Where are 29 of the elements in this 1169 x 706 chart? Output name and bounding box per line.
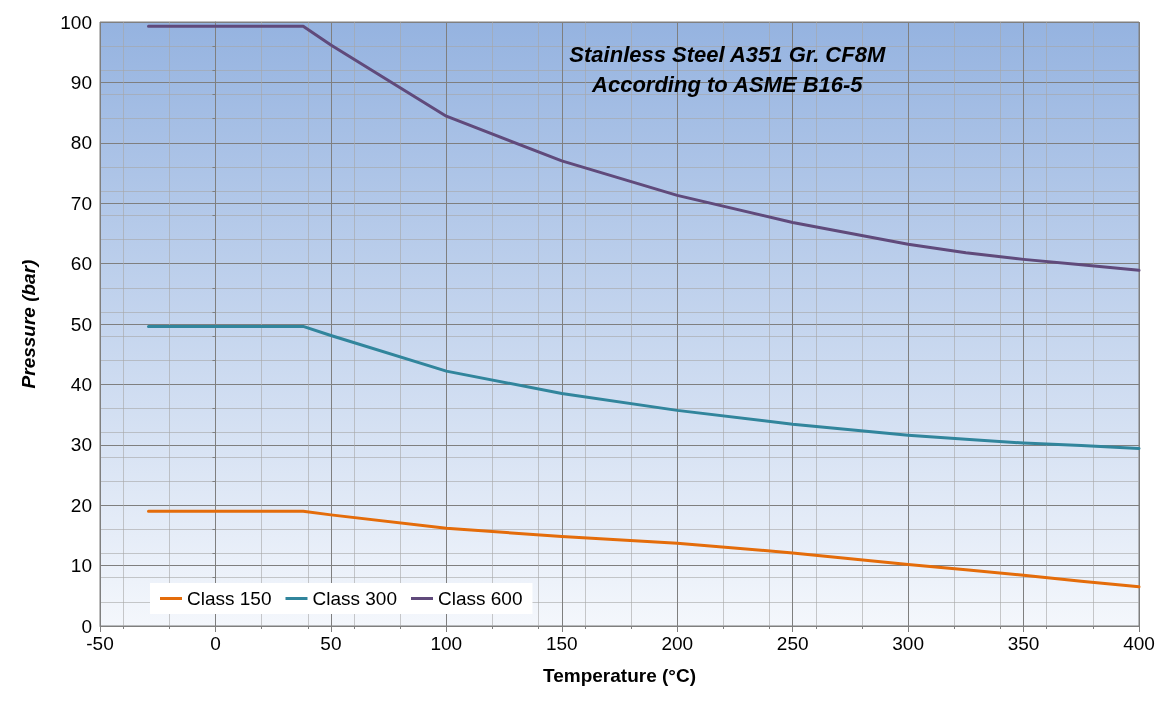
- y-tick-label: 90: [70, 71, 92, 93]
- text: According to ASME B16-5: [591, 71, 864, 97]
- y-tick-label: 10: [70, 555, 92, 577]
- y-tick-label: 100: [60, 11, 92, 33]
- y-tick-label: 30: [70, 434, 92, 456]
- y-tick-label: 60: [70, 253, 92, 275]
- x-tick-label: 150: [545, 633, 578, 654]
- y-tick-label: 80: [70, 132, 92, 154]
- x-tick-label: 300: [892, 633, 924, 654]
- y-tick-label: 20: [70, 494, 92, 516]
- y-axis-title: Pressure (bar): [18, 259, 39, 389]
- y-tick-label: 50: [70, 313, 92, 335]
- x-tick-label: 200: [661, 633, 694, 654]
- legend-label: Class 600: [437, 588, 523, 609]
- line-series: [146, 24, 1141, 272]
- x-tick-label: 350: [1007, 633, 1040, 654]
- x-tick-label: 0: [210, 633, 221, 654]
- text: Stainless Steel A351 Gr. CF8M: [569, 41, 886, 67]
- x-tick-label: 250: [776, 633, 809, 654]
- line-series: [146, 324, 1141, 450]
- legend-label: Class 150: [187, 588, 272, 609]
- legend-label: Class 300: [312, 588, 397, 609]
- y-tick-label: 70: [70, 192, 92, 214]
- x-axis-title: Temperature (°C): [543, 665, 696, 686]
- x-tick-label: 100: [430, 633, 463, 654]
- x-tick-label: 50: [320, 633, 342, 654]
- x-tick-label: 400: [1123, 633, 1155, 654]
- y-tick-label: 40: [70, 373, 92, 395]
- line-series: [146, 509, 1141, 589]
